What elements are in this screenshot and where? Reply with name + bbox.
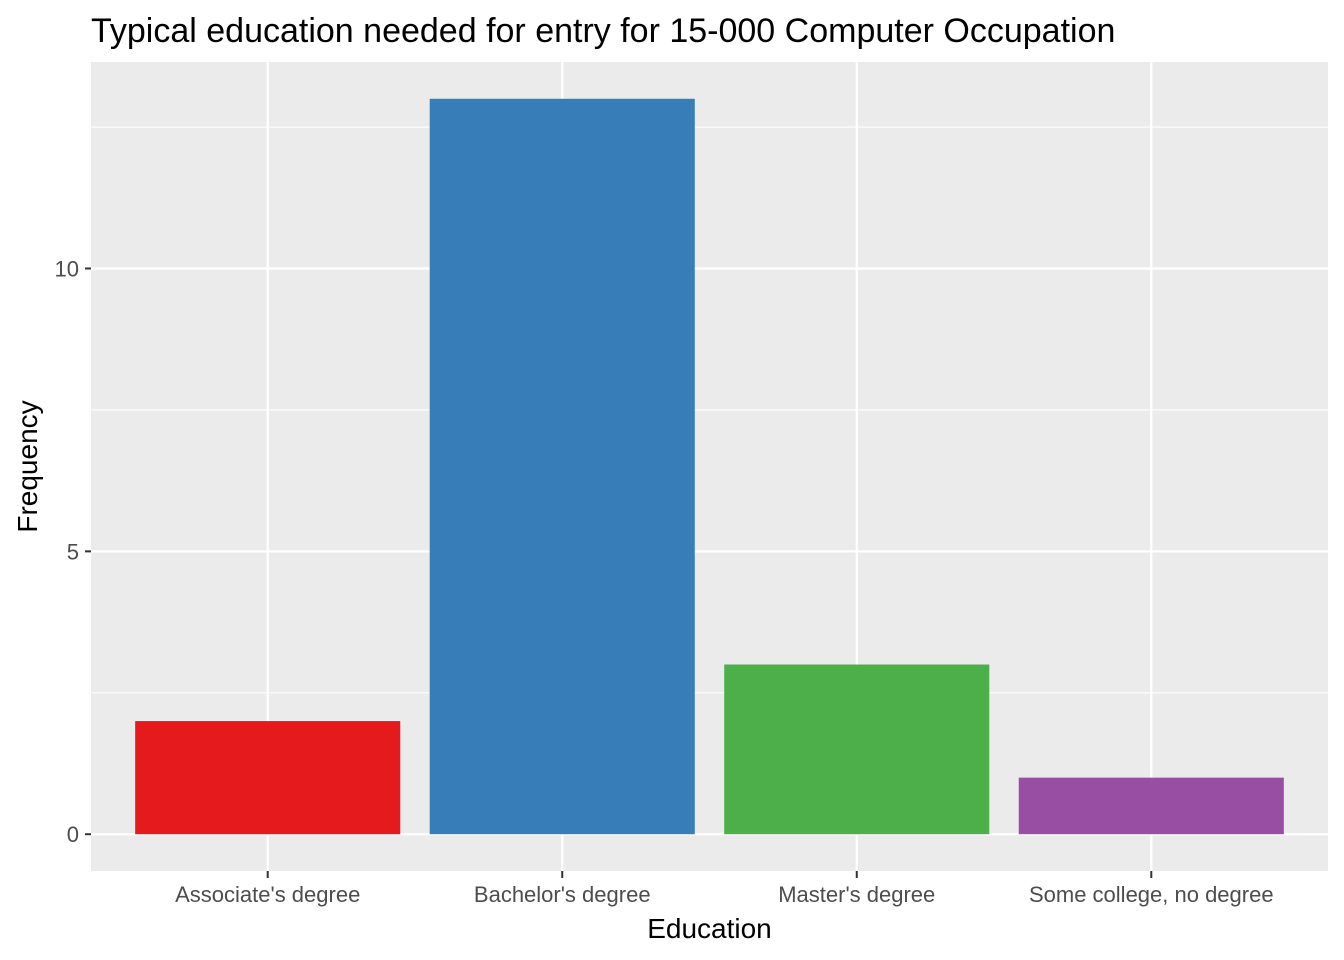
y-axis-title: Frequency: [12, 400, 43, 532]
bars: [135, 98, 1284, 835]
chart-title: Typical education needed for entry for 1…: [91, 12, 1115, 50]
x-tick-label: Some college, no degree: [1029, 882, 1274, 907]
bar: [429, 98, 695, 835]
x-tick-label: Associate's degree: [175, 882, 360, 907]
y-axis: 0 5 10: [55, 256, 91, 847]
bar: [135, 721, 401, 835]
minor-gridlines: [91, 126, 1328, 694]
y-tick-label: 10: [55, 256, 79, 281]
x-tick-label: Bachelor's degree: [474, 882, 651, 907]
x-axis-title: Education: [647, 913, 772, 944]
bar: [724, 664, 990, 835]
y-tick-label: 5: [67, 539, 79, 564]
x-tick-label: Master's degree: [778, 882, 935, 907]
y-tick-label: 0: [67, 822, 79, 847]
bar: [1018, 777, 1284, 835]
x-axis: Associate's degree Bachelor's degree Maste…: [175, 871, 1274, 907]
